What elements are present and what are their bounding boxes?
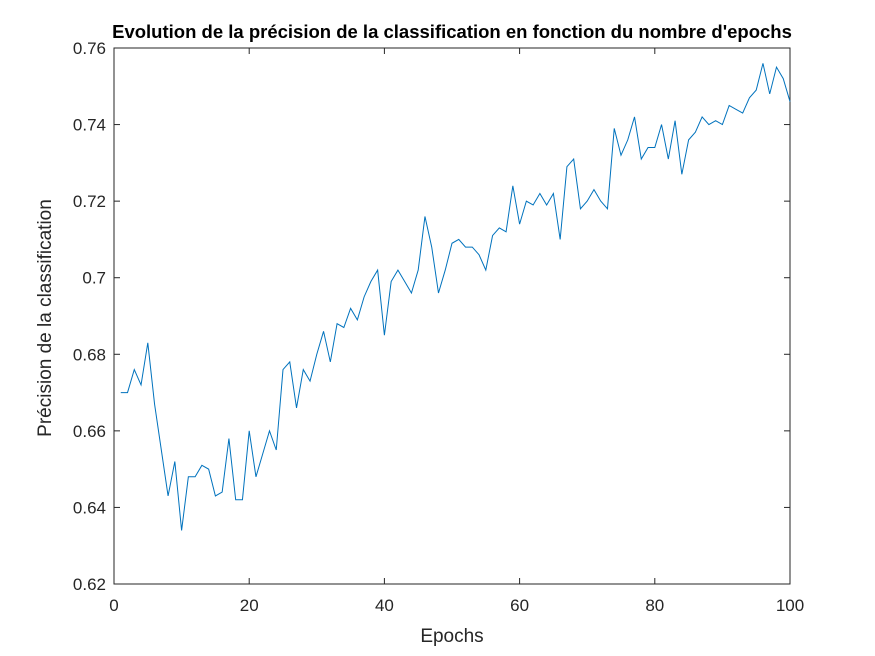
x-tick-label: 80: [645, 596, 664, 615]
y-tick-label: 0.7: [82, 269, 106, 288]
y-tick-label: 0.64: [73, 498, 106, 517]
x-tick-label: 100: [776, 596, 804, 615]
y-tick-label: 0.68: [73, 345, 106, 364]
y-tick-label: 0.62: [73, 575, 106, 594]
x-tick-label: 0: [109, 596, 118, 615]
y-axis: 0.62 0.64 0.66 0.68 0.7 0.72 0.74 0.76: [73, 39, 790, 594]
plot-area: 0 20 40 60 80 100 0.62 0.64 0.66 0.68 0.7 0.72 0.74…: [73, 39, 804, 615]
x-tick-label: 20: [240, 596, 259, 615]
y-axis-label: Précision de la classification: [35, 199, 56, 437]
x-axis: 0 20 40 60 80 100: [109, 48, 804, 615]
x-axis-label: Epochs: [420, 626, 483, 647]
y-tick-label: 0.76: [73, 39, 106, 58]
y-tick-label: 0.66: [73, 422, 106, 441]
axes-box: [113, 47, 791, 585]
series-line-accuracy: [120, 63, 791, 531]
chart-title: Evolution de la précision de la classifi…: [112, 21, 792, 42]
x-tick-label: 40: [375, 596, 394, 615]
y-tick-label: 0.74: [73, 116, 106, 135]
y-tick-label: 0.72: [73, 192, 106, 211]
x-tick-label: 60: [510, 596, 529, 615]
